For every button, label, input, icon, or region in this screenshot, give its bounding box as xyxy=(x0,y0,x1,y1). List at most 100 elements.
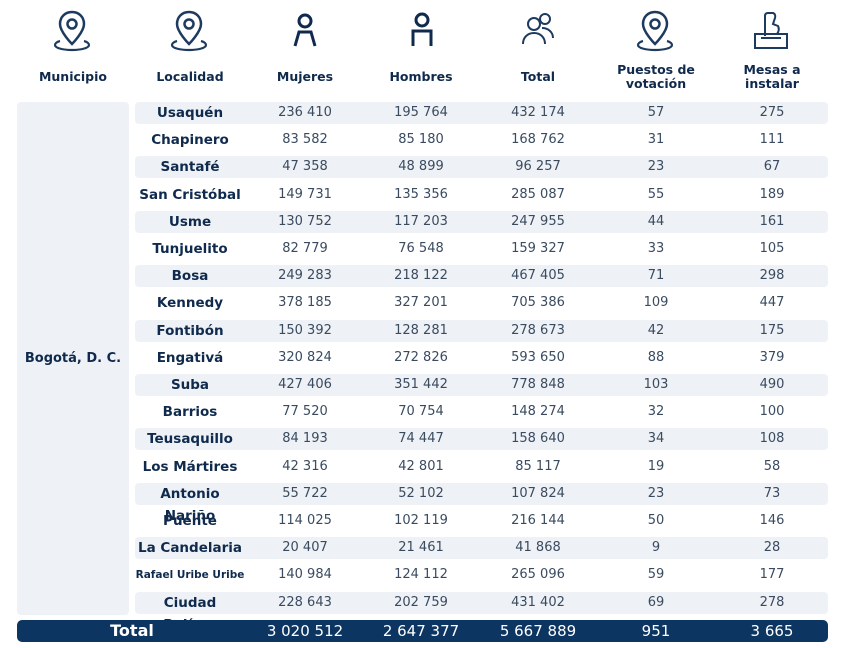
table-row: La Candelaria 20 407 21 461 41 868 9 28 xyxy=(135,537,828,560)
hombres-cell: 135 356 xyxy=(394,186,448,202)
mesas-cell: 108 xyxy=(759,431,785,447)
puestos-cell: 69 xyxy=(647,594,665,610)
header-mujeres: Mujeres xyxy=(276,69,334,84)
hombres-cell: 102 119 xyxy=(394,513,448,528)
localidad-cell: Santafé xyxy=(160,159,220,176)
mesas-cell: 447 xyxy=(759,295,785,311)
mujeres-cell: 427 406 xyxy=(278,377,332,392)
total-cell: 96 257 xyxy=(515,159,561,175)
mesas-cell: 28 xyxy=(763,540,781,556)
localidad-cell: Chapinero xyxy=(151,132,229,149)
localidad-cell: Antonio Nariño xyxy=(160,485,220,524)
localidad-cell: Kennedy xyxy=(156,295,224,312)
mesas-cell: 100 xyxy=(759,404,785,420)
puestos-cell: 88 xyxy=(647,349,665,365)
mujeres-cell: 82 779 xyxy=(282,241,328,256)
puestos-cell: 55 xyxy=(647,186,665,202)
hombres-cell: 74 447 xyxy=(398,431,444,447)
localidad-cell: San Cristóbal xyxy=(139,186,241,203)
puestos-cell: 9 xyxy=(651,540,661,556)
localidad-cell: Tunjuelito xyxy=(152,241,228,257)
table-row: Fontibón 150 392 128 281 278 673 42 175 xyxy=(135,319,828,342)
hombres-cell: 70 754 xyxy=(398,404,444,420)
localidad-cell: Teusaquillo xyxy=(147,431,233,448)
mesas-cell: 177 xyxy=(759,567,785,583)
puestos-cell: 42 xyxy=(647,322,665,338)
table-row: Barrios Unidos 77 520 70 754 148 274 32 100 xyxy=(135,401,828,442)
mesas-cell: 275 xyxy=(759,105,785,120)
hombres-cell: 351 442 xyxy=(394,377,448,392)
table-row: Antonio Nariño 55 722 52 102 107 824 23 73 xyxy=(135,482,828,524)
ballot-box-icon xyxy=(751,8,791,52)
total-cell: 285 087 xyxy=(511,186,565,202)
localidad-cell: Ciudad Bolívar xyxy=(163,594,217,633)
puestos-cell: 71 xyxy=(647,268,665,284)
localidad-cell: Usme xyxy=(168,213,212,230)
hombres-cell: 117 203 xyxy=(394,213,448,229)
total-puestos: 951 xyxy=(641,622,671,640)
table-row: Rafael Uribe Uribe 140 984 124 112 265 096 5… xyxy=(135,564,828,586)
total-cell: 432 174 xyxy=(511,105,565,120)
mujeres-cell: 55 722 xyxy=(282,485,328,501)
hombres-cell: 42 801 xyxy=(398,458,444,474)
mujeres-cell: 149 731 xyxy=(278,186,332,202)
localidad-cell: Los Mártires xyxy=(142,458,238,475)
table-row: Bosa 249 283 218 122 467 405 71 298 xyxy=(135,265,828,288)
hombres-cell: 124 112 xyxy=(394,567,448,583)
total-cell: 778 848 xyxy=(511,377,565,392)
puestos-cell: 32 xyxy=(647,404,665,420)
table-row: Engativá 320 824 272 826 593 650 88 379 xyxy=(135,347,828,369)
total-hombres: 2 647 377 xyxy=(382,622,460,640)
puestos-cell: 19 xyxy=(647,458,665,474)
location-pin-icon xyxy=(635,8,675,52)
table-row: Usme 130 752 117 203 247 955 44 161 xyxy=(135,210,828,233)
total-cell: 278 673 xyxy=(511,322,565,338)
mesas-cell: 105 xyxy=(759,241,785,256)
header-hombres: Hombres xyxy=(389,69,453,84)
total-cell: 467 405 xyxy=(511,268,565,284)
localidad-cell: Barrios Unidos xyxy=(162,404,218,442)
table-row: Suba 427 406 351 442 778 848 103 490 xyxy=(135,374,828,396)
mujeres-cell: 150 392 xyxy=(278,322,332,338)
woman-icon xyxy=(285,8,325,52)
total-cell: 148 274 xyxy=(511,404,565,420)
table-row: Teusaquillo 84 193 74 447 158 640 34 108 xyxy=(135,428,828,451)
mesas-cell: 175 xyxy=(759,322,785,338)
localidad-cell: Bosa xyxy=(171,268,209,285)
total-cell: 431 402 xyxy=(511,594,565,610)
table-row: Puente Aranda 114 025 102 119 216 144 50 146 xyxy=(135,510,828,551)
total-cell: 216 144 xyxy=(511,513,565,528)
localidad-cell: Engativá xyxy=(156,349,224,366)
mesas-cell: 73 xyxy=(763,485,781,501)
total-cell: 705 386 xyxy=(511,295,565,311)
puestos-cell: 23 xyxy=(647,485,665,501)
total-mesas: 3 665 xyxy=(750,622,794,640)
puestos-cell: 23 xyxy=(647,159,665,175)
hombres-cell: 52 102 xyxy=(398,485,444,501)
total-label: Total xyxy=(110,621,154,640)
puestos-cell: 103 xyxy=(643,377,669,392)
total-cell: 247 955 xyxy=(511,213,565,229)
mujeres-cell: 130 752 xyxy=(278,213,332,229)
mujeres-cell: 320 824 xyxy=(278,349,332,365)
total-cell: 168 762 xyxy=(511,132,565,148)
location-pin-icon xyxy=(169,8,209,52)
total-cell: 159 327 xyxy=(511,241,565,256)
header-puestos: Puestos de votación xyxy=(617,62,695,91)
mujeres-cell: 84 193 xyxy=(282,431,328,447)
header-mesas: Mesas a instalar xyxy=(743,62,801,91)
hombres-cell: 76 548 xyxy=(398,241,444,256)
table-row: Kennedy 378 185 327 201 705 386 109 447 xyxy=(135,292,828,314)
header-total: Total xyxy=(520,69,556,84)
mesas-cell: 490 xyxy=(759,377,785,392)
hombres-cell: 128 281 xyxy=(394,322,448,338)
mujeres-cell: 83 582 xyxy=(282,132,328,148)
mujeres-cell: 236 410 xyxy=(278,105,332,120)
hombres-cell: 202 759 xyxy=(394,594,448,610)
table-row: Usaquén 236 410 195 764 432 174 57 275 xyxy=(135,102,828,124)
mesas-cell: 161 xyxy=(759,213,785,229)
man-icon xyxy=(402,8,442,52)
table-row: Ciudad Bolívar 228 643 202 759 431 402 69 278 xyxy=(135,591,828,633)
localidad-cell: La Candelaria xyxy=(138,540,242,557)
hombres-cell: 21 461 xyxy=(398,540,444,556)
